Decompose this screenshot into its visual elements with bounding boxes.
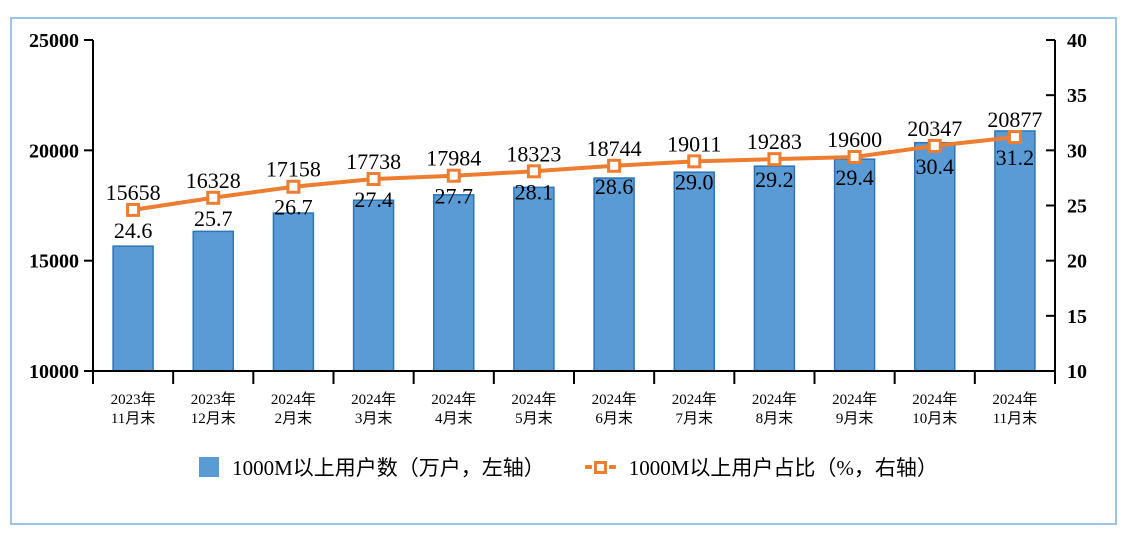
- category-label: 2024年 5月末: [511, 391, 556, 427]
- line-marker: [1007, 130, 1022, 145]
- line-value-label: 27.4: [354, 187, 393, 212]
- line-marker: [206, 190, 221, 205]
- line-marker: [446, 168, 461, 183]
- line-value-label: 27.7: [435, 184, 474, 209]
- category-label: 2024年 10月末: [912, 391, 957, 427]
- line-value-label: 30.4: [916, 154, 955, 179]
- bar-series-label: 1000M以上用户数（万户，左轴）: [232, 456, 545, 480]
- bar: [112, 245, 154, 372]
- bar-value-label: 16328: [186, 168, 241, 193]
- line-value-label: 29.0: [675, 169, 714, 194]
- line-marker: [687, 154, 702, 169]
- bar: [593, 177, 635, 372]
- line-series: [132, 135, 1016, 212]
- category-label: 2023年 12月末: [191, 391, 236, 427]
- line-value-label: 31.2: [996, 145, 1035, 170]
- bar-value-label: 17984: [426, 146, 481, 171]
- line-value-label: 24.6: [114, 218, 153, 243]
- bar-value-label: 18323: [506, 141, 561, 166]
- right-axis-tick-label: 35: [1067, 85, 1087, 107]
- category-label: 2024年 6月末: [592, 391, 637, 427]
- right-axis-tick-label: 10: [1067, 361, 1087, 383]
- legend-item-bar-series: 1000M以上用户数（万户，左轴）: [199, 452, 545, 482]
- category-label: 2023年 11月末: [111, 391, 156, 427]
- line-value-label: 29.2: [755, 167, 794, 192]
- bar: [433, 194, 475, 372]
- line-value-label: 25.7: [194, 206, 233, 231]
- category-label: 2024年 7月末: [672, 391, 717, 427]
- bar-value-label: 15658: [106, 180, 161, 205]
- bar: [833, 158, 876, 372]
- bar-value-label: 17738: [346, 149, 401, 174]
- line-marker: [767, 152, 782, 167]
- line-marker: [847, 149, 862, 164]
- bar: [673, 171, 715, 372]
- category-label: 2024年 2月末: [271, 391, 316, 427]
- bar: [513, 186, 555, 372]
- left-axis-tick-label: 25000: [29, 30, 79, 52]
- right-axis-tick-label: 15: [1067, 306, 1087, 328]
- line-series-label: 1000M以上用户占比（%，右轴）: [628, 456, 938, 480]
- line-marker: [607, 158, 622, 173]
- category-label: 2024年 8月末: [752, 391, 797, 427]
- bar: [272, 212, 315, 372]
- right-axis-tick-label: 30: [1067, 140, 1087, 162]
- bar-value-label: 20347: [907, 116, 962, 141]
- line-marker: [126, 202, 141, 217]
- bar-value-label: 17158: [266, 157, 321, 182]
- line-value-label: 28.6: [595, 174, 634, 199]
- bar: [192, 230, 234, 372]
- line-value-label: 29.4: [835, 165, 874, 190]
- bar-series-swatch-icon: [199, 457, 220, 477]
- right-axis-tick-label: 40: [1067, 30, 1087, 52]
- line-value-label: 28.1: [515, 179, 554, 204]
- line-marker: [286, 179, 301, 194]
- left-axis-tick-label: 20000: [29, 140, 79, 162]
- line-marker: [366, 172, 381, 187]
- legend-item-line-series: 1000M以上用户占比（%，右轴）: [584, 452, 938, 482]
- right-axis-tick-label: 25: [1067, 196, 1087, 218]
- bar-value-label: 20877: [987, 107, 1042, 132]
- category-label: 2024年 3月末: [351, 391, 396, 427]
- bar-value-label: 19600: [827, 127, 882, 152]
- line-marker: [927, 138, 942, 153]
- left-axis-tick-label: 15000: [29, 251, 79, 273]
- bar-value-label: 19011: [667, 131, 721, 156]
- line-series-marker-icon: [584, 460, 616, 474]
- bar: [753, 165, 796, 372]
- category-label: 2024年 4月末: [431, 391, 476, 427]
- line-value-label: 26.7: [274, 195, 313, 220]
- category-label: 2024年 9月末: [832, 391, 877, 427]
- bar: [352, 199, 395, 372]
- category-label: 2024年 11月末: [992, 391, 1037, 427]
- legend: 1000M以上用户数（万户，左轴） 1000M以上用户占比（%，右轴）: [0, 452, 1137, 482]
- right-axis-tick-label: 20: [1067, 251, 1087, 273]
- bar-value-label: 19283: [747, 129, 802, 154]
- bar-value-label: 18744: [587, 136, 642, 161]
- bar: [914, 141, 956, 372]
- left-axis-tick-label: 10000: [29, 361, 79, 383]
- line-marker: [526, 164, 541, 179]
